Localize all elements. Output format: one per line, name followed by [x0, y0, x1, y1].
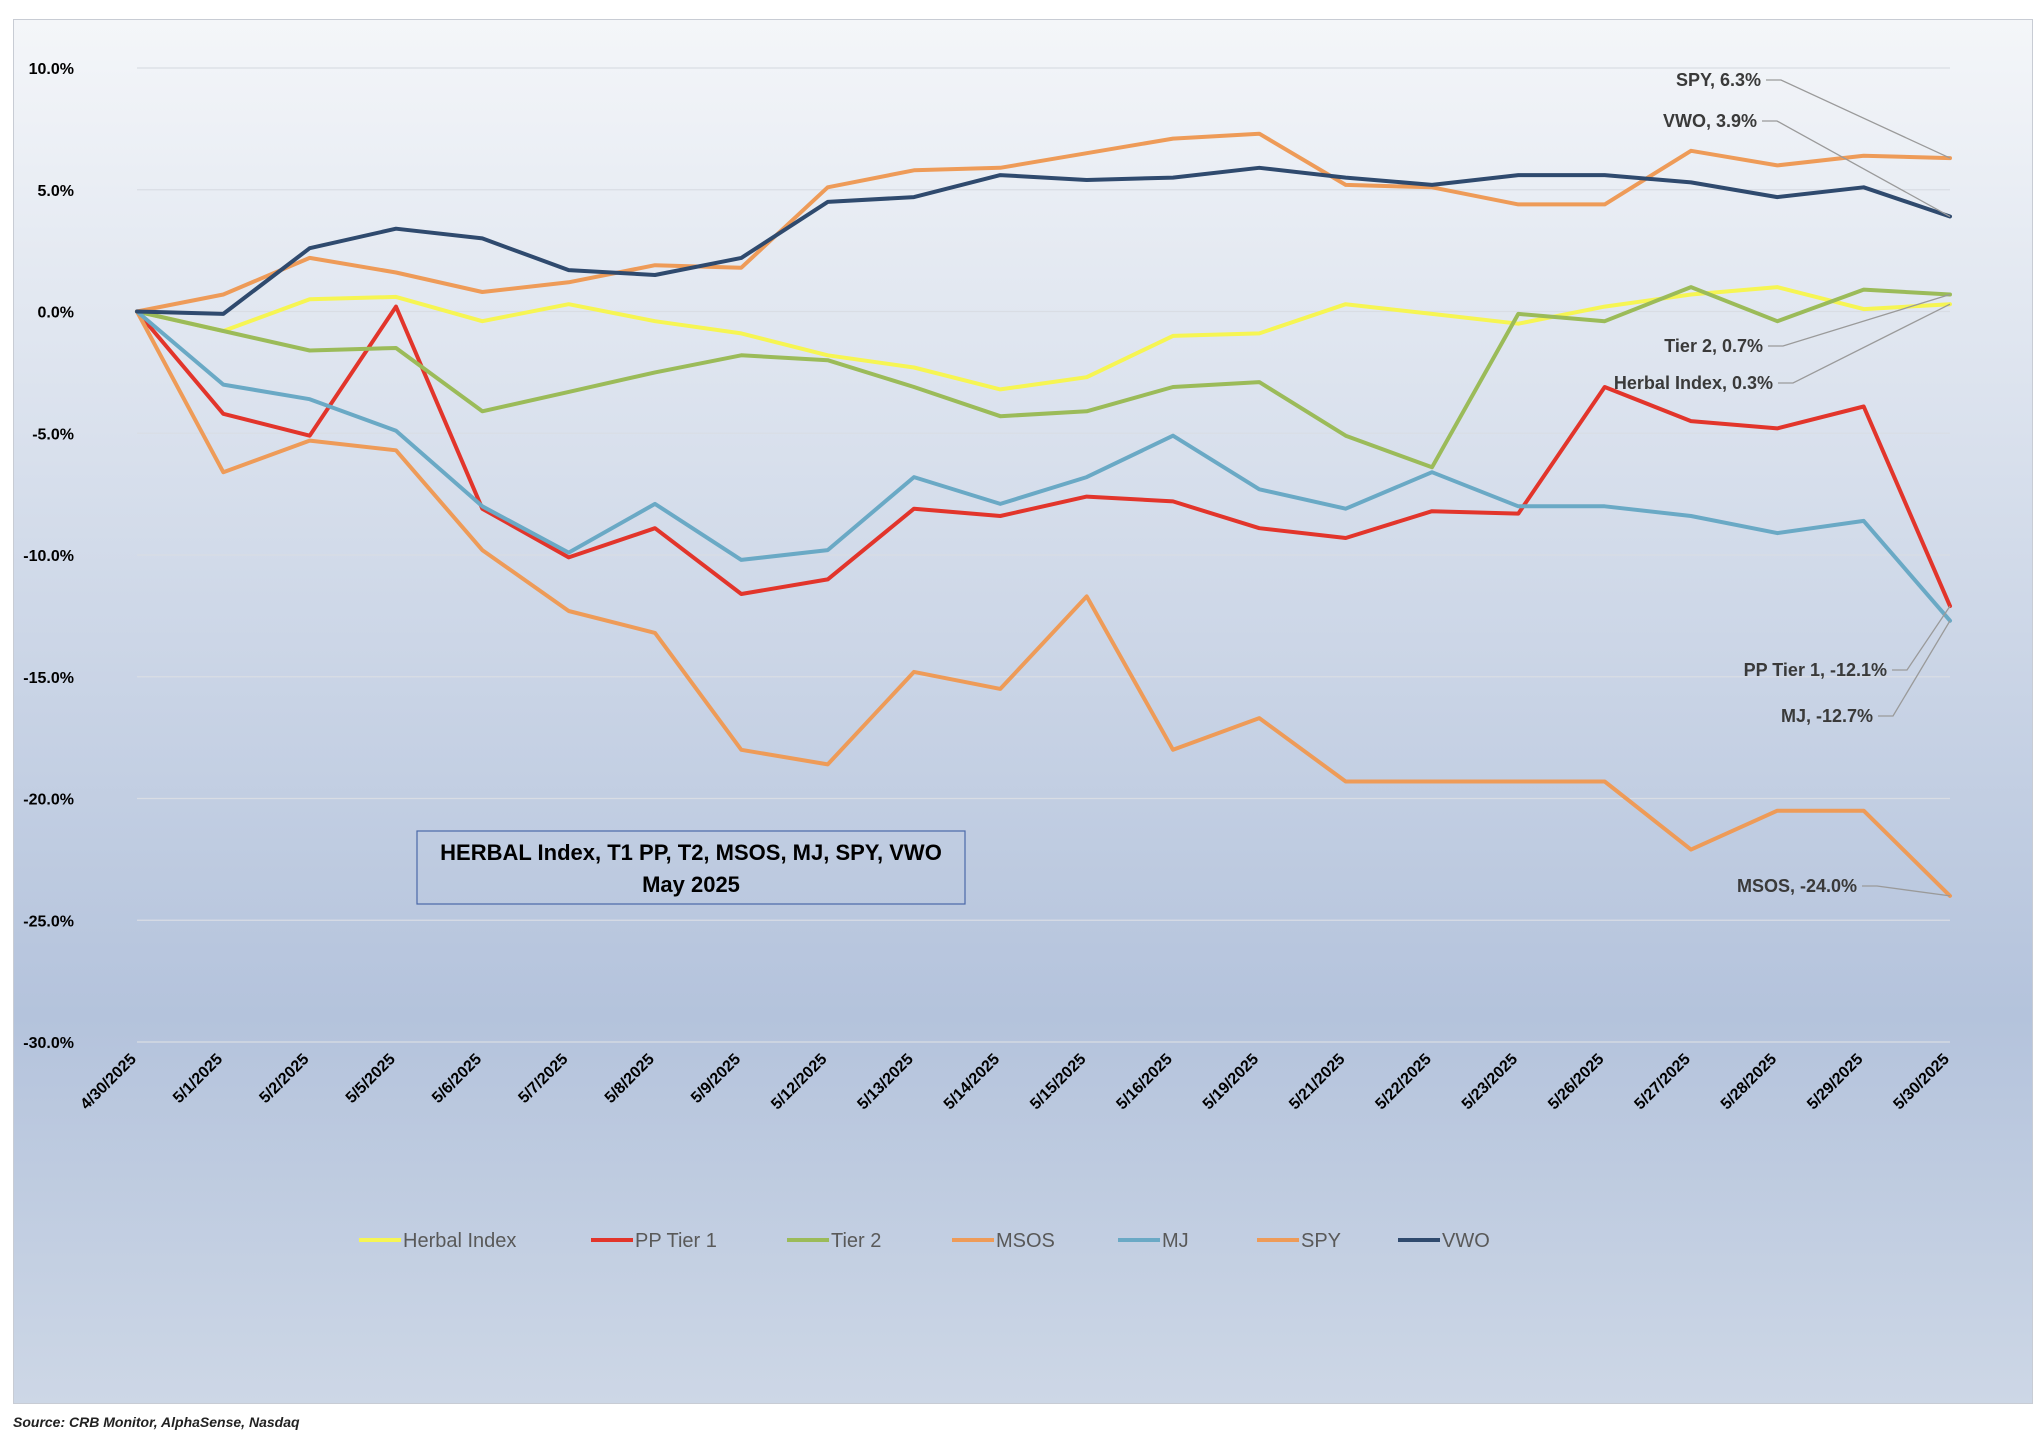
chart-title-line-1: HERBAL Index, T1 PP, T2, MSOS, MJ, SPY, … — [440, 840, 942, 865]
chart-frame — [13, 19, 2033, 1404]
y-tick-label: -5.0% — [32, 426, 74, 443]
series-line-msos — [135, 309, 1952, 898]
legend-label: PP Tier 1 — [635, 1230, 717, 1252]
annotation-leader-line — [1878, 620, 1951, 717]
annotation-leader-line — [1768, 293, 1951, 347]
annotation-leader-line — [1766, 79, 1951, 159]
annotation-label: MJ, -12.7% — [1781, 706, 1873, 726]
y-tick-label: 0.0% — [38, 305, 74, 322]
series-line-vwo — [135, 165, 1952, 316]
y-tick-label: -20.0% — [23, 792, 74, 809]
series-line-pp-tier-1 — [135, 304, 1952, 609]
annotation-label: SPY, 6.3% — [1676, 70, 1761, 90]
annotation-leader-line — [1862, 885, 1951, 897]
y-tick-label: -25.0% — [23, 913, 74, 930]
legend-label: Herbal Index — [403, 1230, 516, 1252]
legend: Herbal Index PP Tier 1 Tier 2 MSOS MJ SPY VWO — [359, 1230, 1490, 1252]
legend-label: MSOS — [996, 1230, 1055, 1252]
y-tick-label: -10.0% — [23, 548, 74, 565]
legend-label: SPY — [1301, 1230, 1341, 1252]
annotation-leader-line — [1762, 120, 1951, 218]
y-tick-label: -15.0% — [23, 670, 74, 687]
y-tick-label: 10.0% — [29, 61, 74, 78]
source-note: Source: CRB Monitor, AlphaSense, Nasdaq — [13, 1414, 300, 1430]
legend-label: VWO — [1442, 1230, 1490, 1252]
y-tick-label: -30.0% — [23, 1035, 74, 1052]
chart-background — [14, 20, 2032, 1403]
annotation-label: Tier 2, 0.7% — [1664, 336, 1763, 356]
title-box-border — [416, 830, 966, 905]
legend-label: MJ — [1162, 1230, 1189, 1252]
annotation-label: MSOS, -24.0% — [1737, 876, 1857, 896]
y-axis-tick-labels: 10.0% 5.0% 0.0% -5.0% -10.0% -15.0% -20.0% -25.… — [23, 61, 74, 1052]
series-line-tier-2 — [135, 285, 1952, 470]
series-line-herbal-index — [135, 285, 1952, 392]
annotation-label: PP Tier 1, -12.1% — [1744, 660, 1887, 680]
legend-label: Tier 2 — [831, 1230, 881, 1252]
annotation-label: Herbal Index, 0.3% — [1614, 373, 1773, 393]
y-tick-label: 5.0% — [38, 183, 74, 200]
chart-title-line-2: May 2025 — [642, 872, 740, 897]
end-value-annotations: SPY, 6.3% VWO, 3.9% Tier 2, 0.7% Herbal Ind… — [1614, 70, 1951, 897]
annotation-label: VWO, 3.9% — [1663, 111, 1757, 131]
series-line-mj — [135, 309, 1952, 623]
gridlines — [137, 67, 1950, 1043]
annotation-leader-line — [1778, 303, 1951, 384]
annotation-leader-line — [1892, 605, 1951, 671]
series-lines — [135, 131, 1952, 898]
chart-title-box: HERBAL Index, T1 PP, T2, MSOS, MJ, SPY, … — [416, 830, 966, 905]
